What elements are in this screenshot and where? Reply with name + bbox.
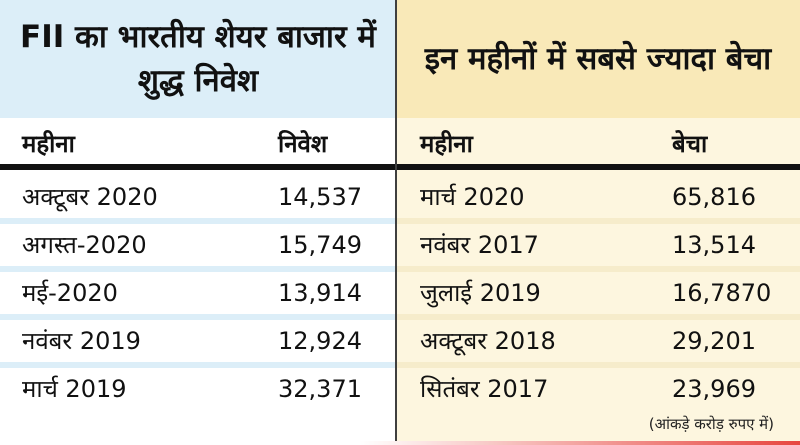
month-cell: मार्च 2019 xyxy=(22,375,127,403)
value-cell: 23,969 xyxy=(672,375,756,403)
month-cell: नवंबर 2019 xyxy=(22,327,141,355)
right-header: इन महीनों में सबसे ज्यादा बेचा xyxy=(396,0,800,118)
table-row: सितंबर 2017 23,969 xyxy=(396,368,800,410)
panel-divider xyxy=(395,0,397,445)
value-cell: 13,914 xyxy=(278,279,362,307)
table-row: जुलाई 2019 16,7870 xyxy=(396,272,800,314)
row-divider xyxy=(396,362,800,368)
row-divider xyxy=(396,266,800,272)
table-row: अक्टूबर 2018 29,201 xyxy=(396,320,800,362)
row-divider xyxy=(0,362,396,368)
row-divider xyxy=(0,314,396,320)
table-row: मई-2020 13,914 xyxy=(0,272,396,314)
month-cell: अक्टूबर 2018 xyxy=(420,327,556,355)
row-divider xyxy=(396,218,800,224)
row-divider xyxy=(0,218,396,224)
table-row: नवंबर 2019 12,924 xyxy=(0,320,396,362)
left-header-divider xyxy=(0,164,396,170)
left-col-value: निवेश xyxy=(278,130,328,158)
right-col-value: बेचा xyxy=(672,130,708,158)
month-cell: मई-2020 xyxy=(22,279,118,307)
row-divider xyxy=(396,314,800,320)
table-row: अक्टूबर 2020 14,537 xyxy=(0,176,396,218)
month-cell: सितंबर 2017 xyxy=(420,375,549,403)
month-cell: अगस्त-2020 xyxy=(22,231,147,259)
value-cell: 16,7870 xyxy=(672,279,772,307)
units-note: (आंकड़े करोड़ रुपए में) xyxy=(648,415,774,433)
left-col-month: महीना xyxy=(22,130,75,158)
right-header-divider xyxy=(396,164,800,170)
value-cell: 12,924 xyxy=(278,327,362,355)
left-title: FII का भारतीय शेयर बाजार में शुद्ध निवेश xyxy=(20,19,376,99)
month-cell: नवंबर 2017 xyxy=(420,231,539,259)
left-header: FII का भारतीय शेयर बाजार में शुद्ध निवेश xyxy=(0,0,396,118)
table-row: मार्च 2019 32,371 xyxy=(0,368,396,410)
right-col-month: महीना xyxy=(420,130,473,158)
value-cell: 65,816 xyxy=(672,183,756,211)
table-row: नवंबर 2017 13,514 xyxy=(396,224,800,266)
right-panel: इन महीनों में सबसे ज्यादा बेचा महीना बेच… xyxy=(396,0,800,445)
value-cell: 32,371 xyxy=(278,375,362,403)
table-row: मार्च 2020 65,816 xyxy=(396,176,800,218)
month-cell: मार्च 2020 xyxy=(420,183,525,211)
value-cell: 13,514 xyxy=(672,231,756,259)
month-cell: अक्टूबर 2020 xyxy=(22,183,158,211)
value-cell: 29,201 xyxy=(672,327,756,355)
value-cell: 15,749 xyxy=(278,231,362,259)
table-row: अगस्त-2020 15,749 xyxy=(0,224,396,266)
bottom-accent-bar xyxy=(0,441,800,445)
month-cell: जुलाई 2019 xyxy=(420,279,541,307)
row-divider xyxy=(0,266,396,272)
right-title: इन महीनों में सबसे ज्यादा बेचा xyxy=(424,41,772,77)
left-panel: FII का भारतीय शेयर बाजार में शुद्ध निवेश… xyxy=(0,0,396,445)
value-cell: 14,537 xyxy=(278,183,362,211)
